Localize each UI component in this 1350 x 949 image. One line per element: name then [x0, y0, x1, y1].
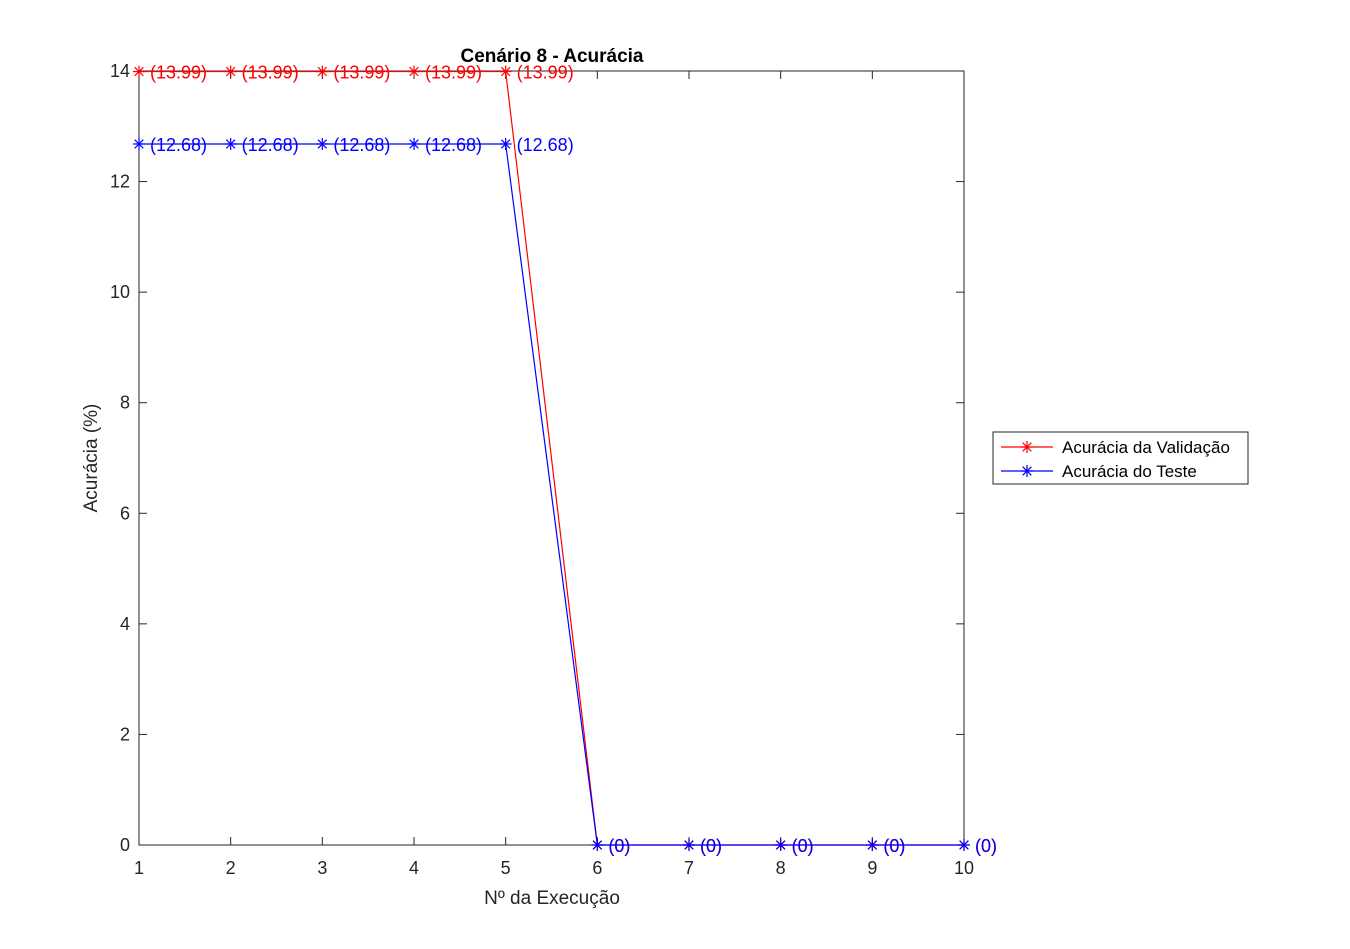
- chart-title: Cenário 8 - Acurácia: [460, 46, 643, 67]
- data-point: [591, 839, 604, 851]
- x-tick-label: 7: [684, 858, 694, 878]
- data-point: [224, 65, 237, 78]
- x-tick-label: 4: [409, 858, 419, 878]
- legend-box: [992, 431, 1249, 485]
- x-tick-label: 2: [226, 858, 236, 878]
- data-label: (13.99): [333, 63, 390, 83]
- y-tick-label: 10: [110, 282, 130, 302]
- legend-label: Acurácia do Teste: [1062, 462, 1197, 481]
- y-tick-label: 4: [120, 614, 130, 634]
- data-label: (0): [975, 836, 997, 856]
- x-tick-label: 1: [134, 858, 144, 878]
- data-label: (13.99): [242, 63, 299, 83]
- data-label: (0): [608, 836, 630, 856]
- legend-label: Acurácia da Validação: [1062, 438, 1230, 457]
- x-tick-label: 9: [867, 858, 877, 878]
- legend-marker: [1021, 441, 1033, 453]
- data-label: (13.99): [425, 63, 482, 83]
- data-point: [224, 137, 237, 150]
- data-point: [408, 65, 420, 78]
- legend: Acurácia da Validação Acurácia do Teste: [992, 431, 1249, 485]
- x-tick-label: 8: [776, 858, 786, 878]
- data-label: (0): [792, 836, 814, 856]
- data-point: [133, 65, 145, 78]
- data-point: [499, 65, 512, 78]
- data-point: [866, 839, 879, 851]
- y-tick-label: 12: [110, 172, 130, 192]
- data-label: (0): [608, 836, 630, 856]
- y-tick-label: 2: [120, 724, 130, 744]
- x-tick-label: 10: [954, 858, 974, 878]
- x-tick-label: 6: [592, 858, 602, 878]
- x-tick-label: 5: [501, 858, 511, 878]
- axes-box: [138, 70, 965, 846]
- data-point: [683, 839, 695, 851]
- data-label: (12.68): [333, 135, 390, 155]
- data-point: [408, 137, 420, 150]
- x-axis-label: Nº da Execução: [484, 888, 620, 909]
- data-label: (13.99): [517, 63, 574, 83]
- data-point: [133, 137, 145, 150]
- y-tick-label: 6: [120, 503, 130, 523]
- y-tick-label: 0: [120, 835, 130, 855]
- data-label: (0): [792, 836, 814, 856]
- data-point: [316, 65, 329, 78]
- data-label: (0): [883, 836, 905, 856]
- data-point: [316, 137, 329, 150]
- y-axis-label: Acurácia (%): [81, 404, 102, 513]
- y-tick-label: 8: [120, 393, 130, 413]
- data-label: (0): [700, 836, 722, 856]
- series-line-2: [139, 143, 964, 846]
- data-point: [774, 839, 787, 851]
- data-label: (12.68): [425, 135, 482, 155]
- data-label: (12.68): [517, 135, 574, 155]
- data-point: [499, 137, 512, 150]
- data-label: (0): [700, 836, 722, 856]
- legend-marker: [1021, 465, 1033, 477]
- data-label: (13.99): [150, 63, 207, 83]
- data-label: (12.68): [242, 135, 299, 155]
- data-label: (12.68): [150, 135, 207, 155]
- x-tick-label: 3: [317, 858, 327, 878]
- data-point: [958, 839, 970, 851]
- y-tick-label: 14: [110, 61, 130, 81]
- data-label: (0): [975, 836, 997, 856]
- data-label: (0): [883, 836, 905, 856]
